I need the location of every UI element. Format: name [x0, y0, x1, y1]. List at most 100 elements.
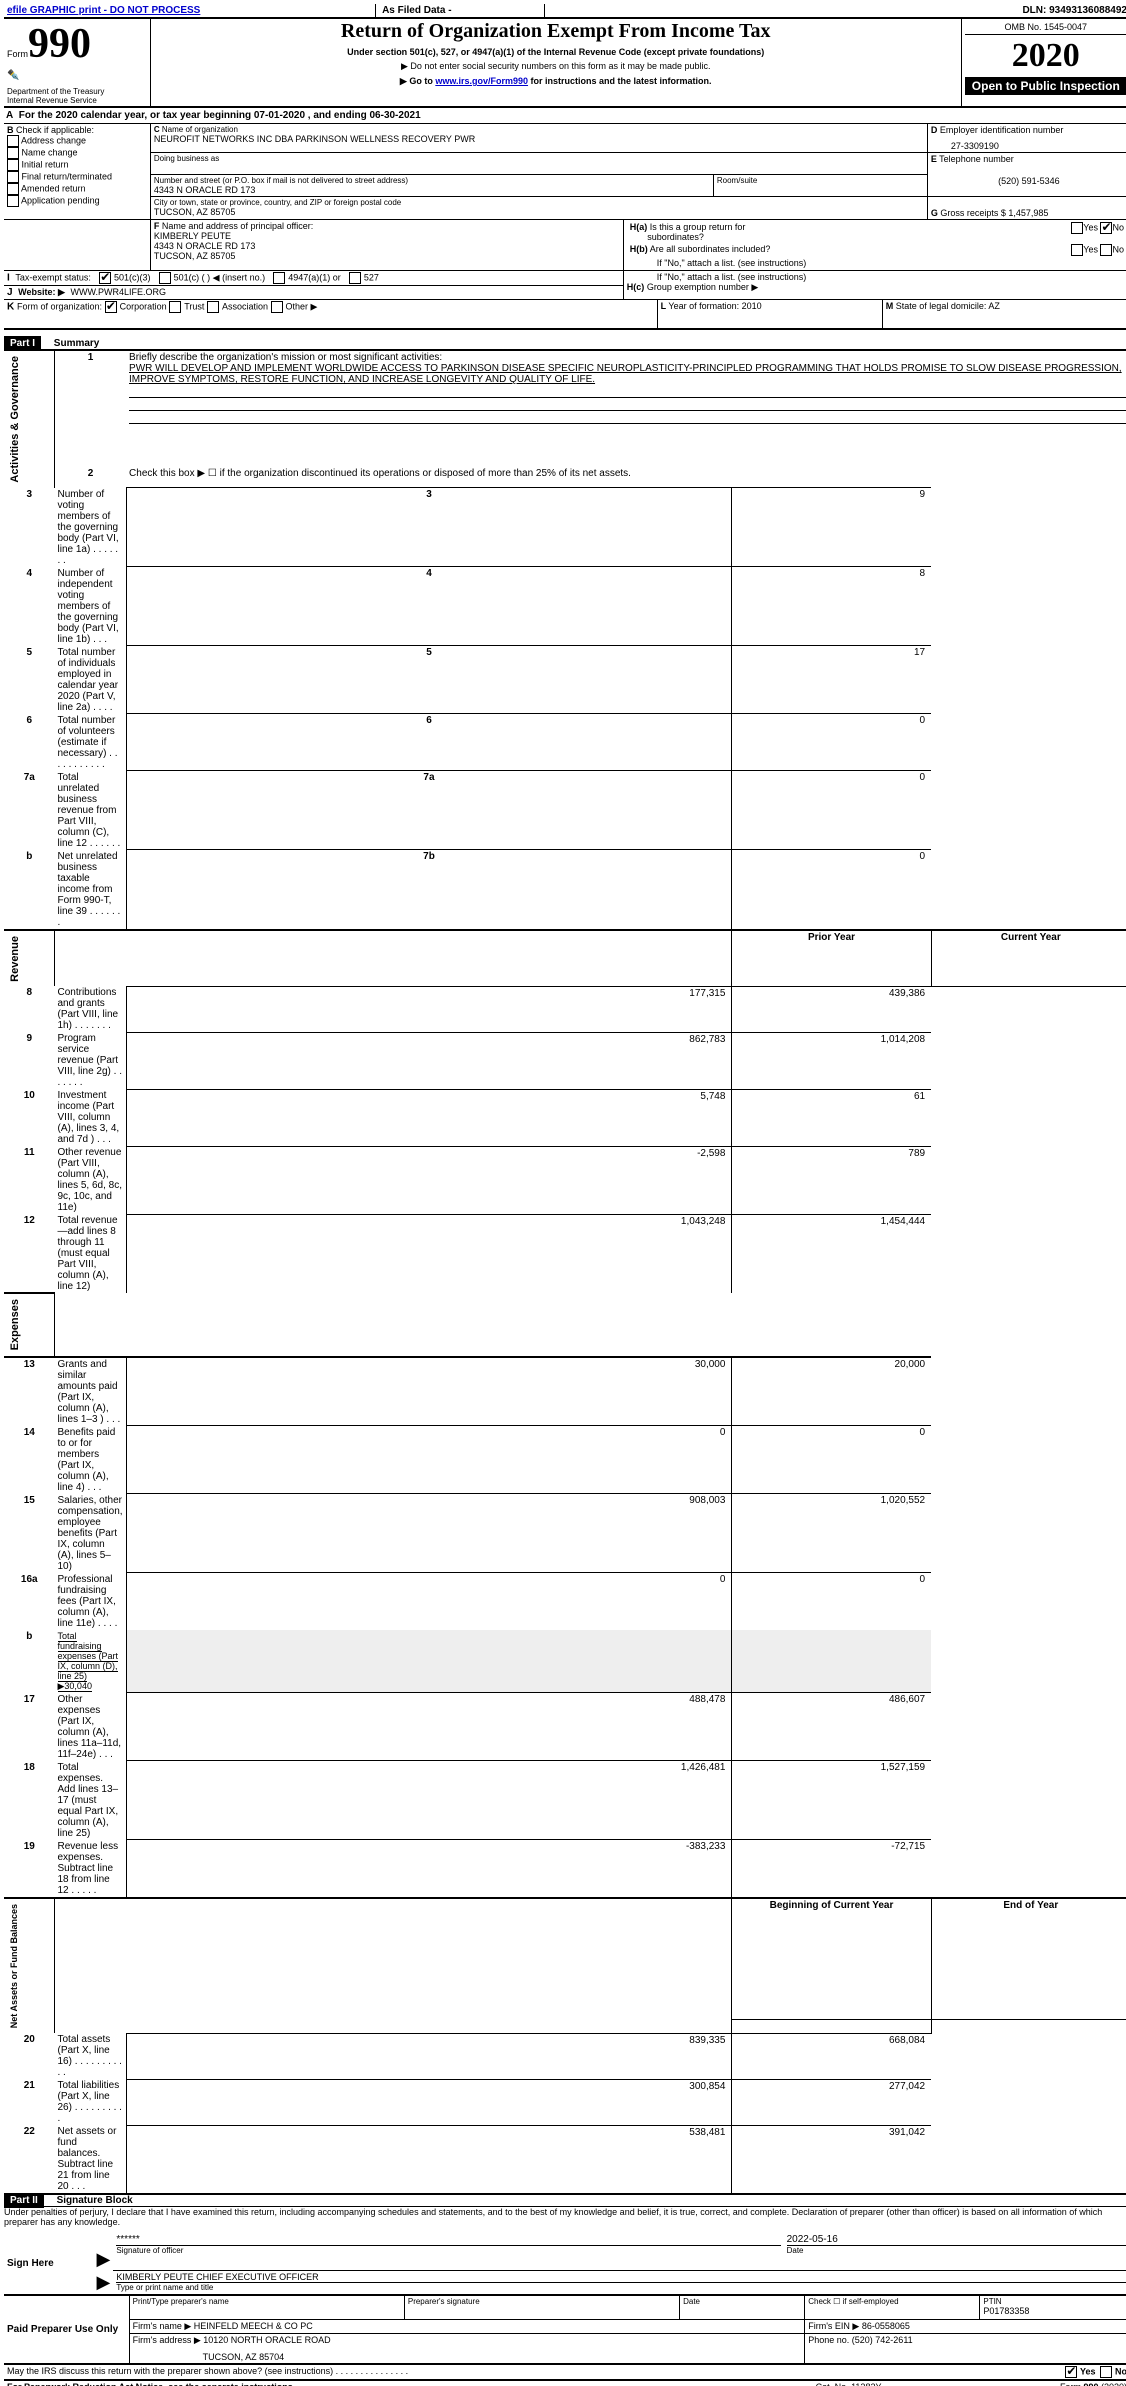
cat-number: Cat. No. 11282Y — [736, 2381, 961, 2386]
website-value: WWW.PWR4LIFE.ORG — [70, 287, 166, 297]
form990-link[interactable]: www.irs.gov/Form990 — [435, 76, 528, 86]
year-formation-label: Year of formation: — [668, 301, 739, 311]
part1-label: Part I — [4, 336, 41, 351]
firm-ein-value: 86-0558065 — [862, 2321, 910, 2331]
527-checkbox[interactable] — [349, 272, 361, 284]
addr-change-checkbox[interactable] — [7, 135, 19, 147]
amended-return-checkbox[interactable] — [7, 183, 19, 195]
mission-label: Briefly describe the organization's miss… — [129, 352, 1126, 363]
open-inspection: Open to Public Inspection — [965, 77, 1126, 95]
ha-yes-checkbox[interactable] — [1071, 222, 1083, 234]
signature-block: Sign Here ▶ ****** Signature of officer … — [4, 2233, 1126, 2296]
firm-phone-value: (520) 742-2611 — [852, 2335, 913, 2345]
final-return-checkbox[interactable] — [7, 171, 19, 183]
hb-yes-checkbox[interactable] — [1071, 244, 1083, 256]
501c3-checkbox[interactable] — [99, 272, 111, 284]
efile-link[interactable]: efile GRAPHIC print - DO NOT PROCESS — [7, 5, 200, 16]
city-value: TUCSON, AZ 85705 — [154, 207, 924, 217]
corp-checkbox[interactable] — [105, 301, 117, 313]
form-title: Return of Organization Exempt From Incom… — [154, 20, 958, 43]
org-name-label: Name of organization — [162, 125, 238, 134]
group-exemption-label: Group exemption number ▶ — [647, 282, 758, 292]
discuss-label: May the IRS discuss this return with the… — [4, 2365, 961, 2380]
dept-treasury: Department of the Treasury — [7, 87, 147, 96]
tax-year: 2020 — [965, 35, 1126, 77]
gross-receipts-label: Gross receipts $ — [940, 208, 1006, 218]
note-ssn: ▶ Do not enter social security numbers o… — [154, 61, 958, 72]
501c-checkbox[interactable] — [159, 272, 171, 284]
4947-checkbox[interactable] — [273, 272, 285, 284]
ein-label: Employer identification number — [940, 125, 1064, 135]
perjury-declaration: Under penalties of perjury, I declare th… — [4, 2206, 1126, 2227]
ptin-value: P01783358 — [983, 2306, 1126, 2316]
officer-street: 4343 N ORACLE RD 173 — [154, 241, 620, 251]
irs-label: Internal Revenue Service — [7, 96, 147, 105]
org-name: NEUROFIT NETWORKS INC DBA PARKINSON WELL… — [154, 134, 711, 144]
discuss-yes-checkbox[interactable] — [1065, 2366, 1077, 2378]
side-netassets: Net Assets or Fund Balances — [7, 1900, 21, 2032]
part2-label: Part II — [4, 2193, 44, 2208]
state-domicile-value: AZ — [988, 301, 1000, 311]
prep-sig-label: Preparer's signature — [408, 2297, 676, 2306]
street-label: Number and street (or P.O. box if mail i… — [154, 176, 710, 185]
sig-date-value: 2022-05-16 — [787, 2234, 1126, 2246]
sig-date-label: Date — [787, 2246, 1126, 2255]
goto-a: ▶ Go to — [400, 76, 435, 86]
side-revenue: Revenue — [7, 932, 23, 986]
self-employed-label: Check ☐ if self-employed — [805, 2296, 980, 2320]
mission-text: PWR WILL DEVELOP AND IMPLEMENT WORLDWIDE… — [129, 363, 1126, 385]
subordinates-label: Are all subordinates included? — [650, 244, 771, 254]
hb-no-checkbox[interactable] — [1100, 244, 1112, 256]
omb-number: OMB No. 1545-0047 — [965, 20, 1126, 35]
firm-phone-label: Phone no. — [808, 2335, 849, 2345]
sign-here-label: Sign Here — [7, 2258, 91, 2269]
line-a: A For the 2020 calendar year, or tax yea… — [4, 108, 1126, 124]
current-year-header: Current Year — [931, 930, 1126, 987]
firm-addr-label: Firm's address ▶ — [133, 2335, 201, 2345]
klm-block: K Form of organization: Corporation Trus… — [4, 300, 1126, 330]
paid-preparer-block: Paid Preparer Use Only Print/Type prepar… — [4, 2296, 1126, 2365]
pra-notice: For Paperwork Reduction Act Notice, see … — [4, 2381, 736, 2386]
form-number: 990 — [28, 21, 91, 67]
phone-value: (520) 591-5346 — [931, 176, 1126, 186]
room-label: Room/suite — [717, 176, 924, 185]
firm-name-value: HEINFELD MEECH & CO PC — [194, 2321, 313, 2331]
attach-list-note: If "No," attach a list. (see instruction… — [627, 257, 1126, 269]
beginning-year-header: Beginning of Current Year — [732, 1898, 931, 2019]
end-year-header: End of Year — [931, 1898, 1126, 2019]
discuss-row: May the IRS discuss this return with the… — [4, 2365, 1126, 2381]
officer-group-block: F Name and address of principal officer:… — [4, 219, 1126, 270]
entity-block: B Check if applicable: Address change Na… — [4, 124, 1126, 219]
assoc-checkbox[interactable] — [207, 301, 219, 313]
phone-label: Telephone number — [939, 154, 1014, 164]
website-label: Website: ▶ — [18, 287, 65, 297]
state-domicile-label: State of legal domicile: — [896, 301, 987, 311]
other-checkbox[interactable] — [271, 301, 283, 313]
year-formation-value: 2010 — [742, 301, 762, 311]
name-change-checkbox[interactable] — [7, 147, 19, 159]
prep-name-label: Print/Type preparer's name — [133, 2297, 401, 2306]
initial-return-checkbox[interactable] — [7, 159, 19, 171]
form-header: Form990 ✒️ Department of the Treasury In… — [4, 19, 1126, 108]
check-if-applicable: Check if applicable: — [16, 125, 94, 135]
ein-value: 27-3309190 — [931, 141, 1126, 151]
discuss-no-checkbox[interactable] — [1100, 2366, 1112, 2378]
signature-stars: ****** — [116, 2234, 780, 2246]
side-activities: Activities & Governance — [7, 352, 23, 487]
part2-name: Signature Block — [47, 2195, 133, 2206]
city-label: City or town, state or province, country… — [154, 198, 924, 207]
tax-status-block: I Tax-exempt status: 501(c)(3) 501(c) ( … — [4, 270, 1126, 300]
tax-exempt-label: Tax-exempt status: — [15, 273, 91, 283]
prep-date-label: Date — [683, 2297, 801, 2306]
officer-typed-name: KIMBERLY PEUTE CHIEF EXECUTIVE OFFICER — [116, 2272, 1126, 2283]
ha-no-checkbox[interactable] — [1100, 222, 1112, 234]
sig-officer-label: Signature of officer — [116, 2246, 780, 2255]
application-pending-checkbox[interactable] — [7, 195, 19, 207]
part1-name: Summary — [44, 338, 100, 349]
type-name-label: Type or print name and title — [116, 2283, 1126, 2292]
firm-ein-label: Firm's EIN ▶ — [808, 2321, 859, 2331]
if-no-note: If "No," attach a list. (see instruction… — [627, 272, 1126, 282]
trust-checkbox[interactable] — [169, 301, 181, 313]
form-org-label: Form of organization: — [17, 302, 102, 312]
dln-label: DLN: — [1022, 5, 1046, 16]
